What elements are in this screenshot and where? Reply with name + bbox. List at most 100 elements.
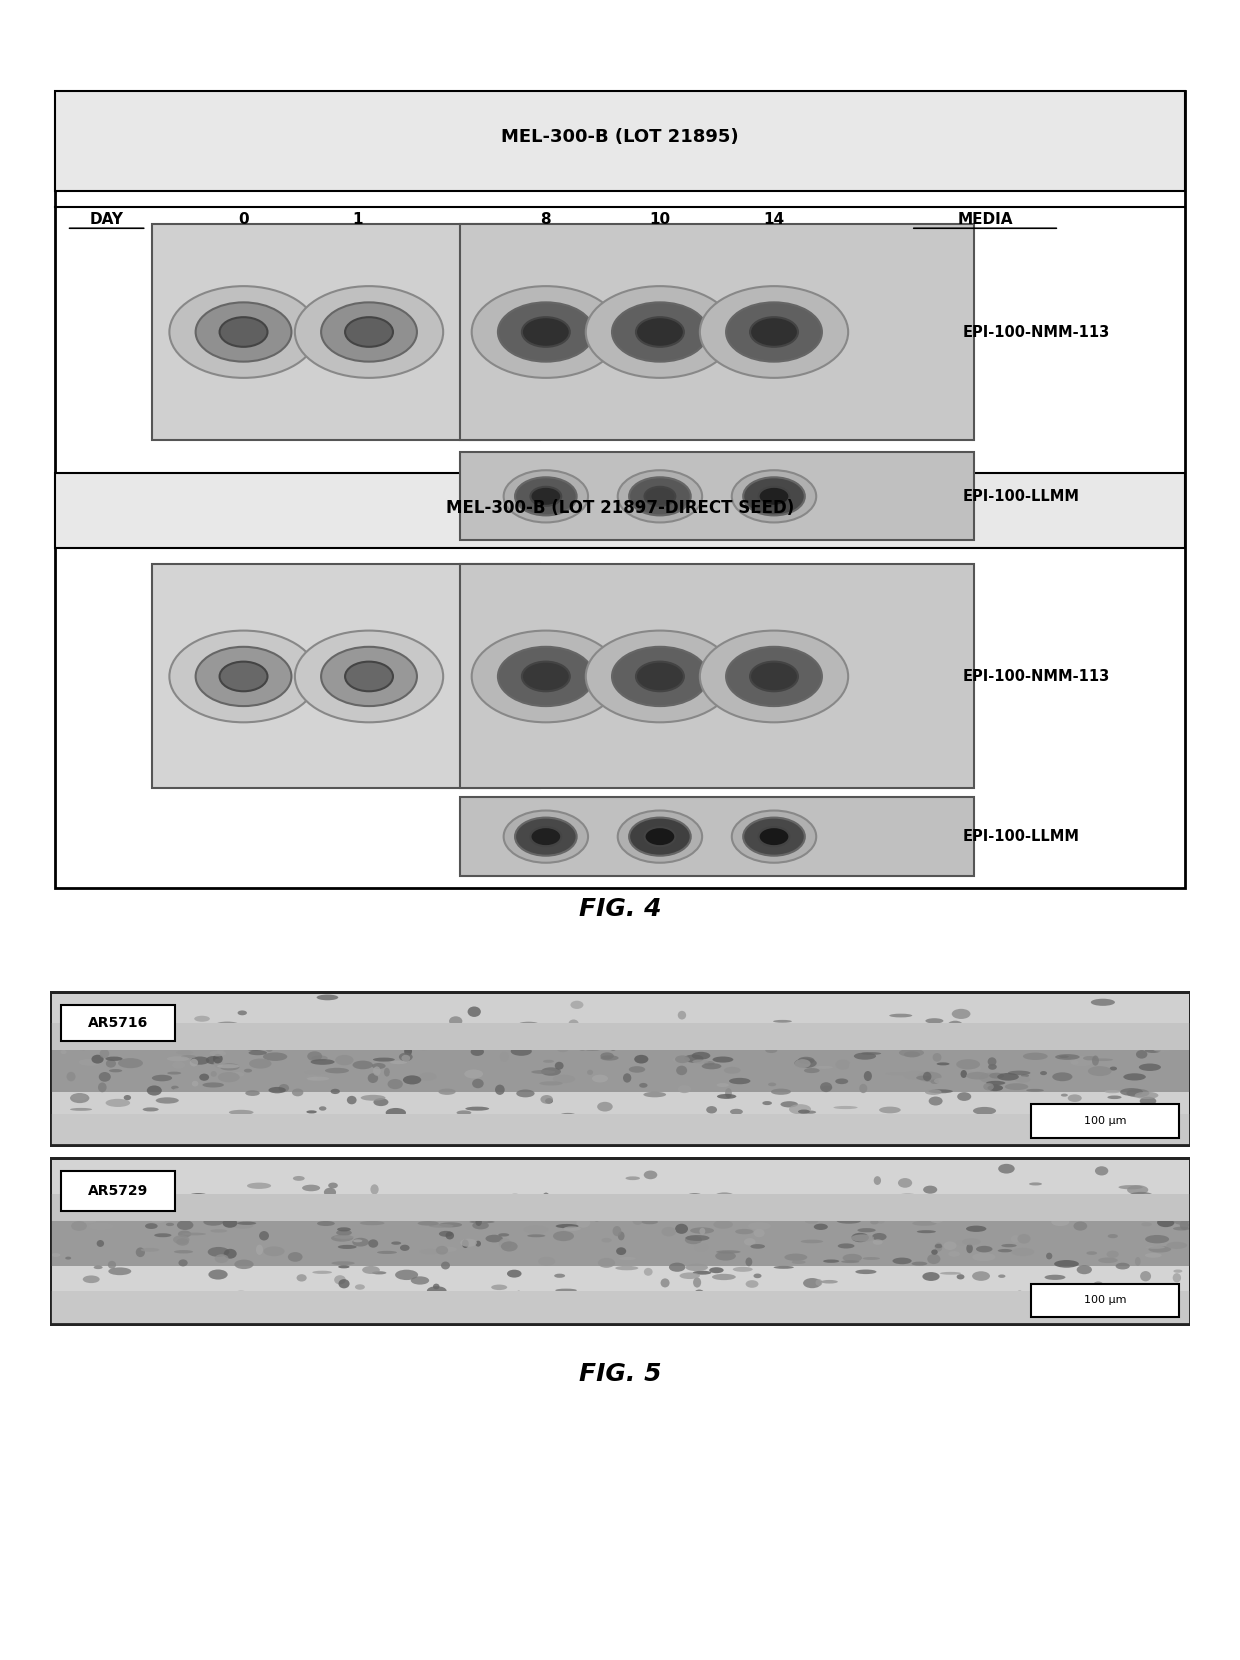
Ellipse shape <box>216 1021 239 1028</box>
Ellipse shape <box>889 1014 913 1018</box>
Ellipse shape <box>873 1240 883 1245</box>
Ellipse shape <box>105 1099 130 1107</box>
Ellipse shape <box>768 1082 776 1086</box>
Ellipse shape <box>931 1250 937 1255</box>
Ellipse shape <box>805 1218 818 1223</box>
Ellipse shape <box>391 1061 407 1064</box>
Ellipse shape <box>619 1257 636 1260</box>
Ellipse shape <box>71 1094 87 1101</box>
Ellipse shape <box>1107 1096 1122 1099</box>
Ellipse shape <box>350 1129 361 1135</box>
Ellipse shape <box>622 1074 631 1082</box>
Ellipse shape <box>362 1267 379 1273</box>
Ellipse shape <box>713 1056 733 1062</box>
Ellipse shape <box>613 1120 630 1127</box>
Ellipse shape <box>1076 1265 1092 1275</box>
Ellipse shape <box>334 1235 353 1238</box>
Ellipse shape <box>471 286 620 378</box>
Ellipse shape <box>593 1213 601 1222</box>
Ellipse shape <box>680 1295 697 1305</box>
Ellipse shape <box>854 1052 877 1059</box>
Ellipse shape <box>715 1252 735 1260</box>
Ellipse shape <box>568 1019 579 1029</box>
Ellipse shape <box>264 1247 284 1257</box>
Ellipse shape <box>686 1263 708 1272</box>
Ellipse shape <box>218 1072 239 1082</box>
Bar <box>50 1195 1190 1222</box>
Ellipse shape <box>1009 1210 1024 1217</box>
Ellipse shape <box>1179 1220 1189 1230</box>
Ellipse shape <box>1002 1243 1017 1247</box>
Ellipse shape <box>807 1029 822 1036</box>
Ellipse shape <box>591 1074 608 1082</box>
Ellipse shape <box>1116 1263 1130 1270</box>
Ellipse shape <box>976 1207 982 1210</box>
Ellipse shape <box>392 1208 408 1212</box>
Ellipse shape <box>684 1038 689 1041</box>
Ellipse shape <box>725 1087 732 1099</box>
Ellipse shape <box>269 1026 293 1036</box>
Ellipse shape <box>957 1092 971 1101</box>
Ellipse shape <box>973 1107 996 1116</box>
Ellipse shape <box>765 1047 777 1052</box>
Ellipse shape <box>1054 1285 1069 1295</box>
Ellipse shape <box>1099 1258 1117 1263</box>
Ellipse shape <box>693 1277 701 1288</box>
Ellipse shape <box>71 1222 87 1230</box>
Ellipse shape <box>69 1092 89 1104</box>
Text: AR5729: AR5729 <box>88 1184 148 1199</box>
Ellipse shape <box>177 1230 191 1237</box>
Ellipse shape <box>306 1111 316 1114</box>
Ellipse shape <box>799 1109 810 1114</box>
Ellipse shape <box>554 1062 564 1069</box>
Ellipse shape <box>744 1238 755 1245</box>
Ellipse shape <box>661 1227 676 1237</box>
Ellipse shape <box>515 1218 531 1222</box>
Ellipse shape <box>248 1051 267 1056</box>
Ellipse shape <box>233 1223 253 1228</box>
Ellipse shape <box>384 1067 389 1077</box>
Ellipse shape <box>1173 1227 1190 1230</box>
Ellipse shape <box>838 1243 854 1248</box>
Ellipse shape <box>956 1059 980 1069</box>
Ellipse shape <box>949 1252 960 1257</box>
Ellipse shape <box>732 470 816 523</box>
Ellipse shape <box>556 1223 579 1228</box>
Ellipse shape <box>563 1298 587 1305</box>
Ellipse shape <box>368 1240 378 1248</box>
Text: EPI-100-LLMM: EPI-100-LLMM <box>962 488 1079 505</box>
Ellipse shape <box>863 1257 880 1260</box>
Ellipse shape <box>997 1072 1019 1081</box>
Ellipse shape <box>1059 1056 1069 1057</box>
Ellipse shape <box>918 1202 931 1205</box>
Ellipse shape <box>480 1210 486 1217</box>
Ellipse shape <box>460 1238 477 1247</box>
Ellipse shape <box>211 1071 217 1077</box>
Ellipse shape <box>707 1308 728 1316</box>
Ellipse shape <box>507 1041 522 1049</box>
Ellipse shape <box>750 1243 765 1248</box>
Ellipse shape <box>1083 1056 1096 1061</box>
Ellipse shape <box>851 1235 874 1242</box>
Ellipse shape <box>791 1260 806 1263</box>
Ellipse shape <box>124 1096 131 1101</box>
Ellipse shape <box>1095 1167 1109 1175</box>
Ellipse shape <box>820 1205 844 1213</box>
Ellipse shape <box>1094 1026 1107 1036</box>
Ellipse shape <box>140 1248 160 1252</box>
Ellipse shape <box>956 1240 966 1245</box>
Ellipse shape <box>644 1092 666 1097</box>
Ellipse shape <box>813 1223 828 1230</box>
Ellipse shape <box>278 1036 284 1039</box>
Text: 0: 0 <box>238 212 249 227</box>
Ellipse shape <box>632 1217 644 1225</box>
Ellipse shape <box>541 1096 553 1104</box>
Ellipse shape <box>629 478 691 515</box>
Ellipse shape <box>639 1082 647 1087</box>
Ellipse shape <box>972 1272 990 1282</box>
Ellipse shape <box>89 1223 113 1230</box>
Ellipse shape <box>795 1059 817 1067</box>
Ellipse shape <box>601 1238 611 1242</box>
Ellipse shape <box>541 1067 560 1076</box>
Ellipse shape <box>1148 1247 1171 1253</box>
